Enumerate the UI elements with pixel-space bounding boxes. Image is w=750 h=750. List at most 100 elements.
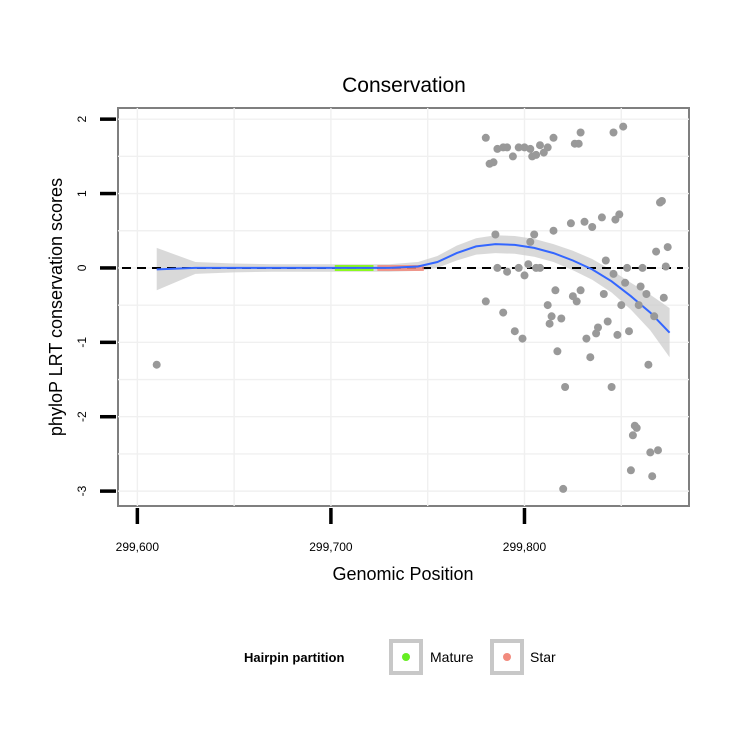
x-tick-label: 299,800 [503,540,547,554]
data-point [646,448,655,457]
data-point [638,263,647,272]
data-point [536,263,544,272]
data-point [582,334,591,343]
data-point [601,256,610,265]
data-point [532,150,541,159]
data-point [636,282,645,291]
data-point [551,286,560,295]
data-point [619,122,628,131]
data-point [526,237,535,246]
data-point [594,323,602,332]
data-point [609,128,618,137]
y-tick-label: 0 [75,264,89,271]
legend-marker-star [503,653,511,661]
data-point [491,230,500,239]
data-point [530,230,539,239]
x-tick-label: 299,700 [309,540,353,554]
data-point [650,312,659,321]
y-tick-label: -1 [75,337,89,348]
data-point [644,360,653,369]
data-point [615,210,624,219]
data-point [599,290,608,298]
data-point [603,317,612,326]
data-point [503,267,512,276]
data-point [576,128,585,137]
data-point [503,143,512,152]
y-tick-label: -3 [75,485,89,496]
data-point [543,143,552,152]
data-point [152,360,161,369]
data-point [663,243,672,252]
data-point [597,213,606,222]
data-point [661,262,670,271]
data-point [499,308,508,317]
axes: 2 1 0 -1 -2 -3 299,600 299,700 299,800 [75,116,546,554]
data-point [648,472,657,481]
data-point [489,158,498,167]
data-point [493,263,502,272]
y-tick-label: 1 [75,190,89,197]
data-point [510,327,519,336]
confidence-band-group [156,235,670,358]
data-point [659,293,668,302]
data-point [549,226,558,235]
data-point [547,312,556,321]
data-point [518,334,527,343]
data-point [576,286,585,295]
data-point [607,383,616,391]
data-point [520,271,529,280]
legend-label-star: Star [530,649,556,665]
data-point [634,301,643,310]
data-point [526,144,535,153]
data-point [625,327,633,336]
data-point [628,431,637,440]
data-point [574,139,583,148]
legend-marker-mature [402,653,410,661]
data-point [652,247,661,256]
plot-panel [117,107,690,507]
x-axis-title: Genomic Position [332,564,473,584]
data-point [632,423,641,432]
data-point [559,484,568,493]
data-point [654,446,662,455]
legend: Hairpin partition Mature Star [244,639,556,675]
data-point [543,301,552,310]
data-point [626,466,635,475]
confidence-band [156,235,670,358]
data-point [508,152,517,161]
y-tick-label: -2 [75,411,89,422]
legend-label-mature: Mature [430,649,474,665]
data-point [514,143,523,152]
data-point [536,141,544,150]
legend-title: Hairpin partition [244,650,344,665]
x-tick-label: 299,600 [116,540,160,554]
data-point [586,353,595,362]
data-point [588,223,597,231]
data-point [561,383,570,391]
chart-title: Conservation [342,74,466,97]
data-point [481,133,490,142]
data-point [549,133,558,142]
data-point [566,219,575,228]
data-point [613,330,622,339]
data-point [617,301,626,310]
y-axis-title: phyloP LRT conservation scores [46,178,66,436]
data-point [580,217,589,226]
data-point [557,314,566,323]
data-point [553,347,562,356]
data-point [572,297,581,306]
data-point [642,290,651,298]
data-point [609,269,618,278]
data-point [657,197,666,205]
data-point [524,260,533,269]
data-point [481,297,490,306]
smooth-line [156,243,671,334]
data-point [621,278,630,287]
y-tick-label: 2 [75,116,89,123]
data-point [545,319,554,328]
data-point [623,263,632,272]
data-points [152,122,672,493]
smooth-line-group [156,243,671,334]
data-point [514,263,523,272]
